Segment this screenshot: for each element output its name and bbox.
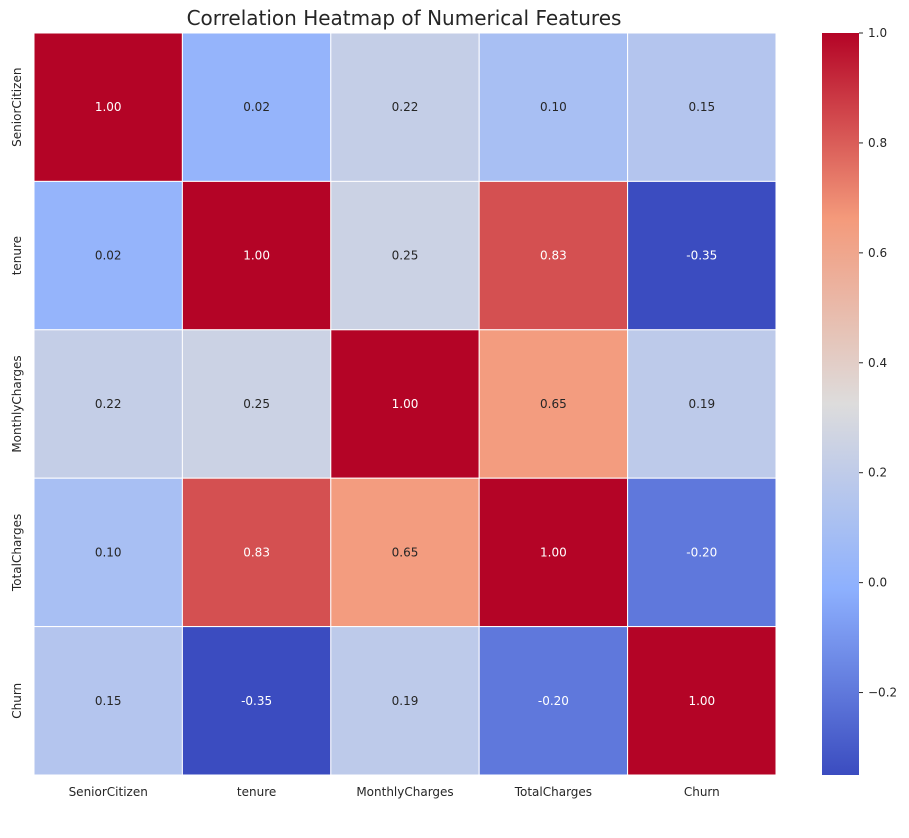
heatmap-cell xyxy=(181,626,332,776)
heatmap-cell xyxy=(478,477,629,628)
cell-value-label: 0.22 xyxy=(392,100,419,114)
heatmap-cell xyxy=(627,477,777,628)
cell-value-label: 0.15 xyxy=(95,694,122,708)
heatmap-cell xyxy=(478,329,629,479)
cell-value-label: 0.25 xyxy=(243,397,270,411)
colorbar-tick-label: 0.2 xyxy=(868,466,887,480)
heatmap-cell xyxy=(33,477,183,628)
cell-value-label: 0.83 xyxy=(243,545,270,559)
cell-value-label: 1.00 xyxy=(95,100,122,114)
y-tick-label: MonthlyCharges xyxy=(10,355,24,452)
x-tick-label: TotalCharges xyxy=(514,785,592,799)
heatmap-cell xyxy=(627,626,777,776)
cell-value-label: -0.20 xyxy=(538,694,569,708)
y-tick-label: SeniorCitizen xyxy=(10,68,24,147)
y-tick-label: tenure xyxy=(10,236,24,275)
x-tick-label: Churn xyxy=(684,785,720,799)
cell-value-label: 0.02 xyxy=(95,249,122,263)
cell-value-label: 1.00 xyxy=(540,545,567,559)
heatmap-cell xyxy=(181,32,332,182)
heatmap-cell xyxy=(181,477,332,628)
colorbar-tick-label: 1.0 xyxy=(868,26,887,40)
heatmap-cell xyxy=(330,180,480,331)
y-axis-tick-labels: SeniorCitizen tenure MonthlyCharges TotalCh… xyxy=(10,68,24,719)
heatmap-cell xyxy=(627,180,777,331)
heatmap-cell xyxy=(181,329,332,479)
heatmap-cell xyxy=(627,32,777,182)
cell-value-label: 0.83 xyxy=(540,249,567,263)
cell-value-label: 0.19 xyxy=(392,694,419,708)
cell-value-label: 1.00 xyxy=(688,694,715,708)
heatmap-cell xyxy=(181,180,332,331)
colorbar-tick-label: 0.0 xyxy=(868,576,887,590)
chart-title: Correlation Heatmap of Numerical Feature… xyxy=(187,6,622,30)
cell-value-label: 0.65 xyxy=(540,397,567,411)
x-axis-tick-labels: SeniorCitizen tenure MonthlyCharges TotalCh… xyxy=(69,785,720,799)
x-tick-label: SeniorCitizen xyxy=(69,785,148,799)
heatmap-cell xyxy=(33,180,183,331)
cell-value-label: 0.22 xyxy=(95,397,122,411)
cell-value-label: 1.00 xyxy=(392,397,419,411)
x-tick-label: MonthlyCharges xyxy=(356,785,453,799)
heatmap-cell xyxy=(330,626,480,776)
cell-value-label: 0.02 xyxy=(243,100,270,114)
cell-value-label: -0.20 xyxy=(686,545,717,559)
cell-value-label: 0.10 xyxy=(540,100,567,114)
colorbar-tick-label: −0.2 xyxy=(868,686,897,700)
y-tick-label: TotalCharges xyxy=(10,514,24,592)
heatmap-cells: 1.00 0.02 0.22 0.10 0.15 0.02 1.00 0.25 0.83 -0.3… xyxy=(33,32,777,776)
cell-value-label: -0.35 xyxy=(686,249,717,263)
heatmap-cell xyxy=(330,329,480,479)
colorbar-gradient xyxy=(822,33,859,775)
heatmap-cell xyxy=(330,32,480,182)
heatmap-cell xyxy=(33,32,183,182)
cell-value-label: 0.19 xyxy=(688,397,715,411)
colorbar-tick-label: 0.6 xyxy=(868,246,887,260)
colorbar: −0.2 0.0 0.2 0.4 0.6 0.8 1.0 xyxy=(822,26,897,775)
cell-value-label: -0.35 xyxy=(241,694,272,708)
heatmap-cell xyxy=(33,626,183,776)
cell-value-label: 0.25 xyxy=(392,249,419,263)
cell-value-label: 0.10 xyxy=(95,545,122,559)
colorbar-tick-label: 0.8 xyxy=(868,136,887,150)
y-tick-label: Churn xyxy=(10,683,24,719)
x-tick-label: tenure xyxy=(237,785,276,799)
heatmap-cell xyxy=(627,329,777,479)
heatmap-cell xyxy=(478,32,629,182)
cell-value-label: 1.00 xyxy=(243,249,270,263)
cell-value-label: 0.65 xyxy=(392,545,419,559)
cell-value-label: 0.15 xyxy=(688,100,715,114)
colorbar-tick-label: 0.4 xyxy=(868,356,887,370)
heatmap-cell xyxy=(330,477,480,628)
